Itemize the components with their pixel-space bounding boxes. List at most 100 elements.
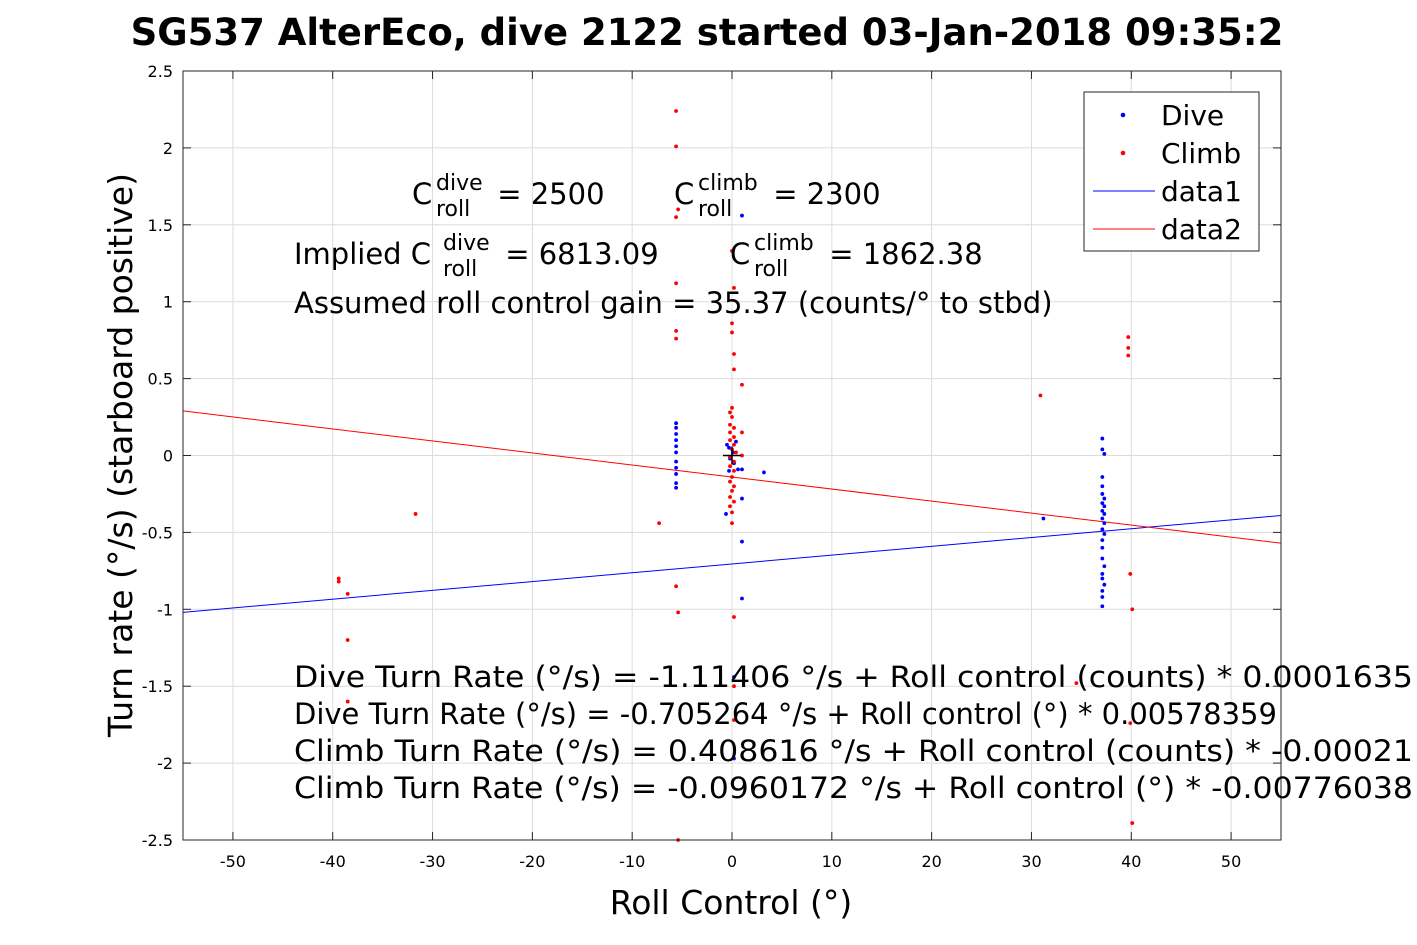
implied-dive-value: = 6813.09	[496, 237, 659, 271]
point-climb	[728, 438, 732, 443]
y-tick-label: -0.5	[142, 523, 173, 542]
y-axis-label: Turn rate (°/s) (starboard positive)	[101, 173, 140, 738]
point-climb	[674, 281, 679, 286]
point-dive	[1100, 595, 1105, 599]
point-dive	[725, 442, 729, 447]
point-climb	[728, 495, 732, 499]
point-dive	[740, 467, 744, 472]
point-dive	[674, 421, 679, 426]
origin-crosshair	[723, 446, 741, 465]
point-climb	[732, 352, 736, 356]
annotation-c-roll-climb: C climb roll = 2300	[674, 171, 881, 222]
point-dive	[1102, 504, 1107, 509]
point-dive	[674, 472, 679, 476]
point-climb	[1038, 393, 1043, 398]
implied-climb-value: = 1862.38	[820, 237, 983, 271]
point-climb	[730, 475, 734, 479]
x-axis-label: Roll Control (°)	[610, 883, 853, 922]
y-tick-label: -2.5	[142, 831, 173, 850]
point-climb	[674, 109, 679, 113]
point-dive	[1100, 484, 1105, 489]
implied-dive-prefix: Implied C	[294, 237, 431, 271]
point-dive	[732, 756, 736, 761]
x-tick-label: 40	[1121, 852, 1141, 871]
point-climb	[734, 450, 738, 455]
point-dive	[1100, 492, 1105, 496]
point-dive	[1100, 508, 1105, 513]
point-dive	[1102, 496, 1107, 501]
point-climb	[732, 718, 736, 722]
y-tick-label: 1.5	[148, 216, 173, 235]
point-dive	[1100, 436, 1105, 441]
point-dive	[762, 470, 766, 475]
point-climb	[674, 336, 679, 341]
roll-gain-annotation: Assumed roll control gain = 35.37 (count…	[294, 286, 1053, 320]
point-dive	[1102, 582, 1107, 587]
point-climb	[657, 521, 662, 526]
point-dive	[740, 539, 744, 544]
point-dive	[740, 596, 744, 601]
legend-box	[1083, 91, 1260, 252]
point-dive	[674, 438, 679, 443]
point-climb	[1128, 572, 1133, 576]
y-tick-label: 2.5	[148, 62, 173, 81]
annotation-implied-climb: C climb roll = 1862.38	[730, 231, 983, 282]
point-dive	[732, 675, 736, 679]
point-climb	[732, 442, 736, 447]
point-climb	[732, 425, 736, 430]
c-roll-climb-sub: roll	[698, 197, 732, 222]
point-climb	[728, 410, 732, 415]
y-tick-label: 2	[163, 139, 173, 158]
x-tick-label: 30	[1021, 852, 1041, 871]
legend: Dive Climb data1 data2	[1083, 91, 1260, 252]
point-climb	[1128, 721, 1133, 726]
x-tick-label: 0	[727, 852, 737, 871]
point-dive	[1100, 475, 1105, 479]
y-tick-label: 0.5	[148, 370, 173, 389]
point-climb	[732, 435, 736, 439]
fit-line-data1	[182, 514, 1282, 613]
point-climb	[740, 430, 744, 435]
y-tick-label: -2	[157, 754, 173, 773]
x-tick-label: -30	[419, 852, 445, 871]
point-dive	[674, 465, 679, 470]
point-climb	[730, 330, 734, 335]
point-climb	[728, 430, 732, 435]
c-roll-dive-sub: roll	[436, 197, 470, 222]
point-climb	[728, 422, 732, 427]
c-roll-dive-value: = 2500	[488, 177, 605, 211]
point-climb	[732, 484, 736, 489]
point-climb	[730, 405, 734, 410]
point-climb	[730, 521, 734, 526]
point-climb	[674, 144, 679, 149]
point-dive	[1100, 604, 1105, 609]
c-roll-dive-sup: dive	[436, 171, 483, 196]
legend-marker-climb	[1120, 150, 1126, 156]
x-tick-label: 50	[1221, 852, 1241, 871]
point-climb	[676, 610, 680, 615]
chart-title: SG537 AlterEco, dive 2122 started 03-Jan…	[131, 11, 1284, 54]
equation-climb-counts: Climb Turn Rate (°/s) = 0.408616 °/s + R…	[294, 734, 1413, 768]
point-dive	[1100, 501, 1105, 506]
point-dive	[724, 512, 728, 516]
y-tick-label: -1	[157, 600, 173, 619]
implied-climb-sup: climb	[754, 231, 814, 256]
point-dive	[1100, 576, 1105, 581]
scatter-points	[336, 109, 1135, 842]
point-climb	[674, 329, 679, 333]
point-dive	[674, 485, 679, 490]
svg-text:C: C	[412, 177, 432, 211]
point-climb	[732, 615, 736, 619]
point-climb	[732, 468, 736, 473]
point-climb	[732, 367, 736, 372]
c-roll-climb-value: = 2300	[764, 177, 881, 211]
c-roll-climb-base: C	[674, 177, 694, 211]
point-climb	[732, 499, 736, 504]
x-tick-label: 20	[921, 852, 941, 871]
point-climb	[413, 512, 418, 516]
y-tick-label: 0	[163, 447, 173, 466]
x-tick-label: -20	[519, 852, 545, 871]
point-climb	[728, 479, 732, 484]
point-climb	[732, 459, 736, 464]
legend-label-data1: data1	[1161, 175, 1242, 208]
